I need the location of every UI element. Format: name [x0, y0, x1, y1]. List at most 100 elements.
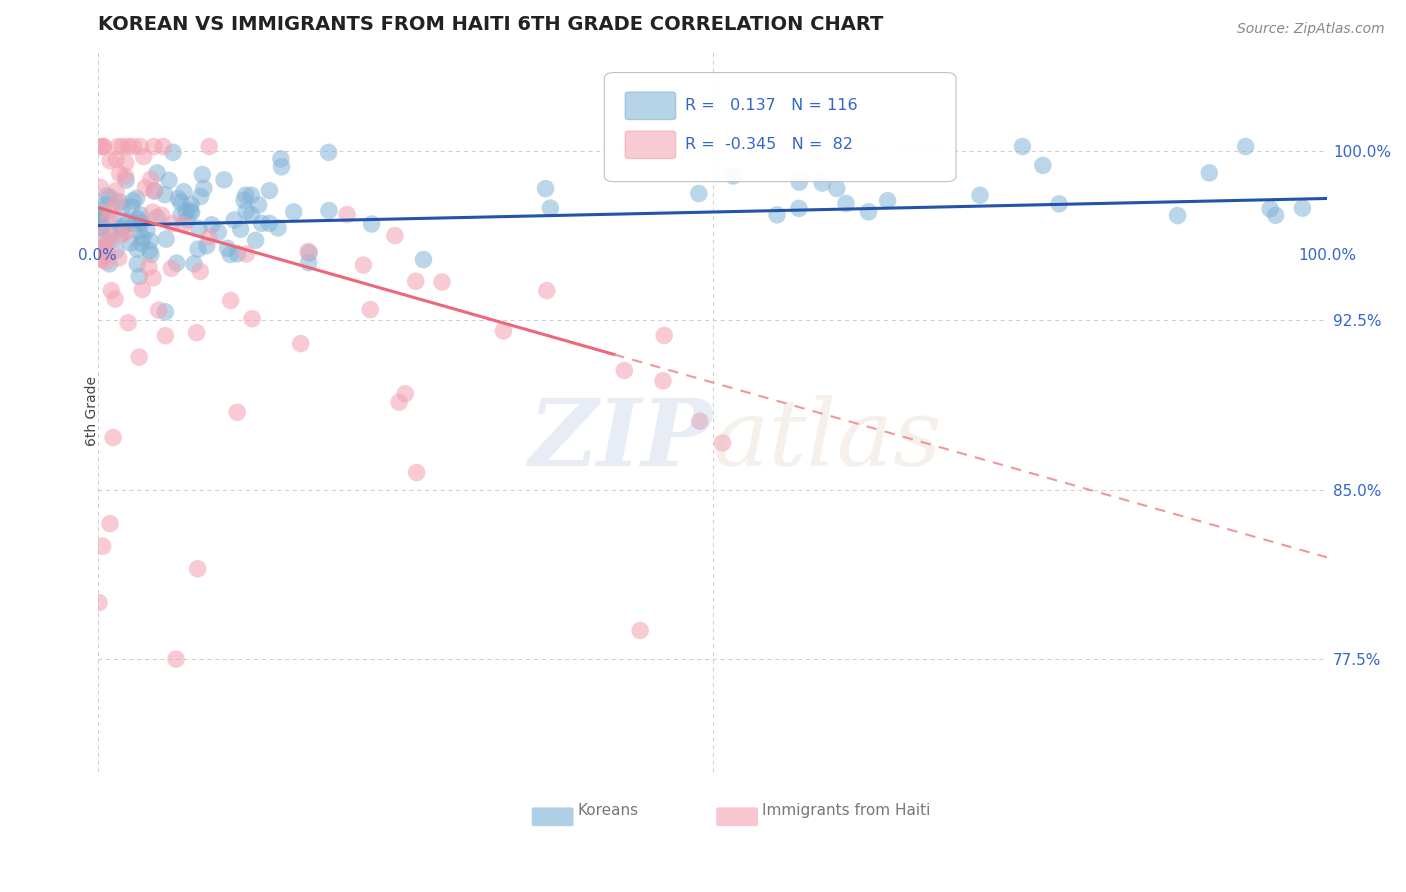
- Point: [160, 217, 183, 231]
- Point: [190, 189, 212, 203]
- Point: [212, 173, 235, 187]
- Point: [87, 208, 110, 222]
- Point: [97, 211, 120, 226]
- Point: [240, 311, 263, 326]
- Point: [811, 176, 834, 190]
- Point: [100, 284, 122, 298]
- Point: [93, 240, 115, 254]
- Point: [93, 139, 115, 153]
- Point: [105, 184, 128, 198]
- Point: [129, 236, 152, 251]
- Text: atlas: atlas: [713, 394, 942, 484]
- Point: [128, 269, 150, 284]
- Point: [107, 139, 129, 153]
- Point: [91, 207, 114, 221]
- Point: [98, 257, 121, 271]
- Point: [359, 302, 381, 317]
- Point: [155, 232, 177, 246]
- Point: [110, 227, 132, 241]
- Point: [290, 336, 312, 351]
- Point: [87, 596, 110, 610]
- Point: [267, 221, 290, 235]
- Point: [139, 234, 162, 248]
- Point: [150, 208, 173, 222]
- Point: [298, 256, 321, 270]
- Text: ZIP: ZIP: [529, 394, 713, 484]
- Point: [270, 152, 292, 166]
- Point: [125, 191, 148, 205]
- Point: [107, 195, 129, 210]
- Point: [688, 186, 710, 201]
- Point: [128, 350, 150, 364]
- Point: [115, 225, 138, 239]
- Point: [105, 153, 128, 167]
- Point: [128, 224, 150, 238]
- FancyBboxPatch shape: [716, 807, 758, 826]
- Point: [1264, 208, 1286, 222]
- Point: [257, 216, 280, 230]
- Point: [87, 211, 110, 226]
- Point: [132, 149, 155, 163]
- Point: [157, 173, 180, 187]
- Point: [90, 211, 112, 226]
- Point: [107, 251, 129, 265]
- Point: [134, 180, 156, 194]
- Point: [384, 228, 406, 243]
- Text: KOREAN VS IMMIGRANTS FROM HAITI 6TH GRADE CORRELATION CHART: KOREAN VS IMMIGRANTS FROM HAITI 6TH GRAD…: [97, 15, 883, 34]
- Point: [180, 203, 202, 218]
- Point: [143, 184, 166, 198]
- Point: [101, 212, 124, 227]
- Point: [297, 244, 319, 259]
- Point: [876, 194, 898, 208]
- Point: [120, 236, 142, 251]
- Point: [101, 431, 124, 445]
- Point: [127, 242, 149, 256]
- Point: [121, 200, 143, 214]
- Point: [104, 244, 127, 258]
- Point: [235, 247, 257, 261]
- Point: [111, 200, 134, 214]
- Point: [235, 188, 257, 202]
- Text: 100.0%: 100.0%: [1299, 248, 1357, 263]
- Point: [835, 196, 858, 211]
- Point: [90, 252, 112, 267]
- Text: R =   0.137   N = 116: R = 0.137 N = 116: [686, 98, 858, 113]
- Point: [711, 436, 734, 450]
- Point: [217, 241, 239, 255]
- Point: [139, 247, 162, 261]
- Point: [187, 221, 209, 235]
- Point: [165, 652, 187, 666]
- FancyBboxPatch shape: [626, 131, 676, 159]
- Point: [170, 195, 193, 210]
- Point: [195, 238, 218, 252]
- Point: [250, 216, 273, 230]
- Point: [318, 145, 340, 160]
- Point: [187, 562, 209, 576]
- Point: [235, 204, 257, 219]
- Point: [412, 252, 434, 267]
- Point: [176, 213, 198, 227]
- Point: [613, 363, 636, 377]
- Point: [138, 260, 160, 274]
- Text: R =  -0.345   N =  82: R = -0.345 N = 82: [686, 137, 853, 153]
- Point: [110, 228, 132, 243]
- Point: [283, 204, 305, 219]
- Point: [1198, 166, 1220, 180]
- Point: [174, 204, 197, 219]
- Point: [224, 213, 246, 227]
- Point: [104, 292, 127, 306]
- Point: [112, 219, 135, 233]
- Point: [1258, 202, 1281, 216]
- Point: [536, 284, 558, 298]
- Point: [188, 264, 211, 278]
- Point: [1167, 209, 1189, 223]
- Point: [492, 324, 515, 338]
- Point: [132, 231, 155, 245]
- Point: [186, 326, 208, 340]
- Point: [114, 169, 136, 184]
- Point: [207, 225, 229, 239]
- Point: [430, 275, 453, 289]
- Point: [117, 316, 139, 330]
- Point: [226, 405, 249, 419]
- Text: Immigrants from Haiti: Immigrants from Haiti: [762, 803, 931, 818]
